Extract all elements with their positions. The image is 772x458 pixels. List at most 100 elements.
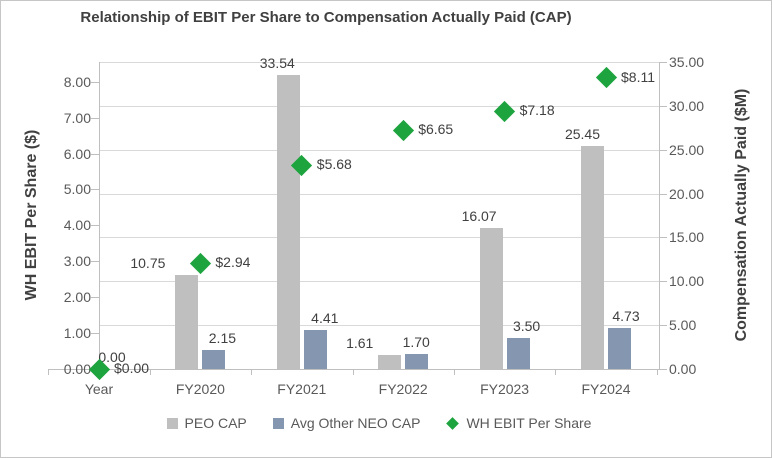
bar-peo-cap-fy2020 xyxy=(175,274,199,369)
bar-label-neo-year: 0.00 xyxy=(98,349,126,365)
right-tick-label: 25.00 xyxy=(669,141,705,158)
point-label-ebit-fy2023: $7.18 xyxy=(519,102,555,119)
gridline xyxy=(99,281,659,283)
x-axis-tick xyxy=(352,370,354,375)
square-marker-icon xyxy=(272,417,284,429)
right-tick-label: 0.00 xyxy=(669,361,697,377)
bar-label-peo-fy2021: 33.54 xyxy=(259,54,295,71)
x-axis-tick xyxy=(48,370,50,375)
x-category-label: FY2022 xyxy=(378,381,428,397)
left-tick-label: 6.00 xyxy=(63,145,91,162)
bar-label-neo-fy2021: 4.41 xyxy=(311,310,339,327)
gridline xyxy=(99,149,659,151)
bar-neo-cap-fy2023 xyxy=(506,338,530,369)
chart-title: Relationship of EBIT Per Share to Compen… xyxy=(80,9,572,26)
x-axis-tick xyxy=(453,370,455,375)
bar-peo-cap-fy2023 xyxy=(479,228,503,369)
bar-label-neo-fy2023: 3.50 xyxy=(512,318,541,335)
bar-neo-cap-fy2020 xyxy=(202,350,226,369)
left-tick-label: 8.00 xyxy=(63,73,91,90)
legend-label-peo-cap: PEO CAP xyxy=(184,415,247,431)
point-label-ebit-fy2020: $2.94 xyxy=(215,254,251,271)
left-tick-label: 7.00 xyxy=(63,109,91,126)
bar-label-neo-fy2020: 2.15 xyxy=(208,330,237,347)
gridline xyxy=(99,105,659,107)
right-tick-label: 10.00 xyxy=(669,273,705,290)
right-axis-tick xyxy=(659,237,667,239)
bar-label-neo-fy2024: 4.73 xyxy=(612,307,640,324)
right-axis-line xyxy=(659,62,660,369)
right-axis-tick xyxy=(659,369,667,370)
left-axis-tick xyxy=(91,297,99,299)
gridline xyxy=(99,193,659,195)
x-axis-tick xyxy=(656,370,658,375)
x-axis-line xyxy=(48,369,660,370)
gridline xyxy=(99,237,659,239)
right-axis-tick xyxy=(659,193,667,195)
left-tick-label: 1.00 xyxy=(63,325,91,342)
x-category-label: FY2023 xyxy=(480,381,530,397)
bar-label-peo-fy2024: 25.45 xyxy=(564,125,601,142)
x-axis-tick xyxy=(555,370,557,375)
left-axis-line xyxy=(99,62,100,369)
legend-label-avg-other-neo-cap: Avg Other NEO CAP xyxy=(290,415,421,431)
left-axis-tick xyxy=(91,153,99,155)
x-category-label: FY2021 xyxy=(277,381,327,397)
bar-peo-cap-fy2022 xyxy=(378,354,402,369)
bar-peo-cap-fy2024 xyxy=(581,145,604,369)
left-tick-label: 4.00 xyxy=(63,217,91,234)
bar-peo-cap-fy2021 xyxy=(276,74,300,369)
point-label-ebit-fy2022: $6.65 xyxy=(418,121,454,138)
x-axis-tick xyxy=(149,370,151,375)
right-tick-label: 35.00 xyxy=(669,54,705,70)
bar-label-neo-fy2022: 1.70 xyxy=(402,334,430,351)
point-label-ebit-fy2024: $8.11 xyxy=(621,68,655,85)
right-axis-tick xyxy=(659,62,667,63)
bar-neo-cap-fy2024 xyxy=(608,327,631,369)
left-tick-label: 2.00 xyxy=(63,289,91,306)
point-label-ebit-year: $0.00 xyxy=(114,360,150,376)
bar-neo-cap-fy2021 xyxy=(303,330,327,369)
left-axis-tick xyxy=(91,261,99,263)
right-tick-label: 5.00 xyxy=(669,317,697,334)
legend: PEO CAP Avg Other NEO CAP WH EBIT Per Shar… xyxy=(99,410,659,436)
x-axis-tick xyxy=(251,370,253,375)
bar-neo-cap-fy2022 xyxy=(405,354,429,369)
bar-label-peo-fy2022: 1.61 xyxy=(346,334,374,351)
x-category-label: FY2020 xyxy=(175,381,225,397)
gridline xyxy=(99,62,659,63)
legend-item-peo-cap: PEO CAP xyxy=(166,415,247,431)
left-tick-label: 3.00 xyxy=(63,253,91,270)
legend-item-wh-ebit-per-share: WH EBIT Per Share xyxy=(446,415,591,431)
point-label-ebit-fy2021: $5.68 xyxy=(316,156,352,173)
marker-ebit-fy2020 xyxy=(189,252,211,275)
right-axis-tick xyxy=(659,325,667,327)
left-axis-tick xyxy=(91,117,99,119)
marker-ebit-fy2023 xyxy=(493,100,516,122)
left-tick-label: 5.00 xyxy=(63,181,91,198)
left-tick-label: 0.00 xyxy=(63,361,91,377)
right-axis-tick xyxy=(659,281,667,283)
right-axis-tick xyxy=(659,105,667,107)
right-tick-label: 15.00 xyxy=(669,229,705,246)
right-tick-label: 20.00 xyxy=(669,185,705,202)
gridline xyxy=(99,325,659,327)
legend-item-avg-other-neo-cap: Avg Other NEO CAP xyxy=(272,415,421,431)
marker-ebit-fy2024 xyxy=(595,67,617,89)
bar-label-peo-fy2023: 16.07 xyxy=(461,208,497,225)
x-category-label: FY2024 xyxy=(581,381,631,397)
right-axis-tick xyxy=(659,149,667,151)
right-tick-label: 30.00 xyxy=(669,97,705,114)
left-axis-tick xyxy=(91,225,99,227)
legend-label-wh-ebit-per-share: WH EBIT Per Share xyxy=(466,415,592,431)
left-axis-tick xyxy=(91,189,99,191)
diamond-marker-icon xyxy=(446,416,460,430)
left-axis-tick xyxy=(91,333,99,335)
square-marker-icon xyxy=(166,417,178,429)
left-axis-tick xyxy=(91,81,99,83)
marker-ebit-fy2022 xyxy=(392,119,414,141)
bar-label-peo-fy2020: 10.75 xyxy=(130,254,166,271)
x-category-label: Year xyxy=(84,381,114,397)
